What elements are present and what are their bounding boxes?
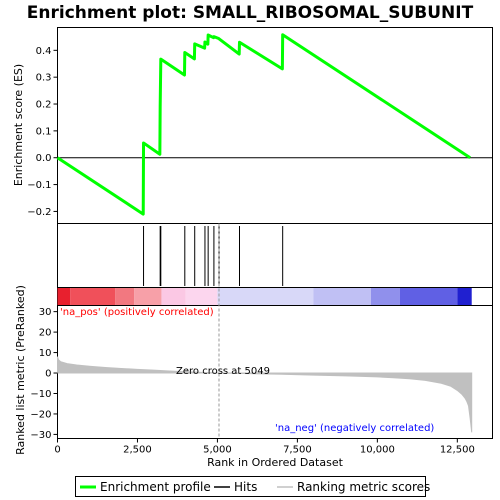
x-tick-label: 2,500 — [123, 445, 152, 456]
metric-y-tick-label: −30 — [30, 430, 51, 441]
metric-y-axis-label: Ranked list metric (PreRanked) — [14, 285, 27, 455]
pos-correlated-label: 'na_pos' (positively correlated) — [60, 307, 214, 318]
color-bar-segment — [115, 288, 135, 305]
ranking-metric-area — [57, 356, 473, 433]
neg-correlated-label: 'na_neg' (negatively correlated) — [275, 423, 434, 434]
legend-label-hits: Hits — [234, 480, 257, 494]
metric-group — [57, 223, 473, 439]
metric-y-tick-label: −10 — [30, 389, 51, 400]
es-panel-frame — [57, 27, 493, 224]
color-bar-segment — [185, 288, 218, 305]
legend: Enrichment profile Hits Ranking metric s… — [75, 476, 430, 497]
enrichment-profile-group — [56, 33, 471, 216]
es-y-tick-label: 0.2 — [36, 100, 52, 111]
color-bar-segment — [313, 288, 371, 305]
metric-y-axis: −30 −20 −10 0 10 20 30 — [30, 307, 58, 441]
color-bar-segment — [134, 288, 162, 305]
color-bar-segment — [57, 288, 71, 305]
x-axis: 0 2,500 5,000 7,500 10,000 12,500 — [54, 438, 475, 456]
es-y-tick-label: 0.3 — [36, 73, 52, 84]
color-bar-segment — [217, 288, 314, 305]
x-tick-label: 0 — [54, 445, 60, 456]
metric-y-tick-label: 20 — [39, 328, 52, 339]
x-tick-label: 7,500 — [283, 445, 312, 456]
legend-box — [75, 476, 426, 497]
chart-title: Enrichment plot: SMALL_RIBOSOMAL_SUBUNIT — [27, 3, 474, 23]
es-y-axis-label: Enrichment score (ES) — [12, 64, 25, 186]
metric-y-tick-label: 0 — [45, 369, 51, 380]
hits-panel-frame — [57, 223, 493, 288]
es-y-axis: −0.2 −0.1 0.0 0.1 0.2 0.3 0.4 — [27, 46, 58, 218]
color-bar-segment — [70, 288, 116, 305]
legend-label-enrichment: Enrichment profile — [100, 480, 211, 494]
x-tick-label: 5,000 — [203, 445, 232, 456]
metric-y-tick-label: −20 — [30, 409, 51, 420]
color-bar-segment — [399, 288, 458, 305]
color-bar-segment — [370, 288, 400, 305]
hits-group — [143, 226, 284, 286]
legend-label-metric: Ranking metric scores — [297, 480, 430, 494]
es-y-tick-label: 0.4 — [36, 46, 52, 57]
metric-y-tick-label: 10 — [39, 348, 52, 359]
x-tick-label: 12,500 — [440, 445, 475, 456]
color-bar — [57, 288, 472, 305]
zero-cross-label: Zero cross at 5049 — [176, 366, 270, 377]
x-axis-label: Rank in Ordered Dataset — [207, 456, 344, 469]
x-tick-label: 10,000 — [360, 445, 395, 456]
enrichment-profile-line — [56, 33, 471, 216]
es-y-tick-label: 0.1 — [36, 126, 52, 137]
es-y-tick-label: −0.1 — [27, 180, 51, 191]
metric-y-tick-label: 30 — [39, 307, 52, 318]
color-bar-segment — [457, 288, 472, 305]
es-y-tick-label: −0.2 — [27, 207, 51, 218]
es-y-tick-label: 0.0 — [36, 153, 52, 164]
color-bar-segment — [161, 288, 186, 305]
